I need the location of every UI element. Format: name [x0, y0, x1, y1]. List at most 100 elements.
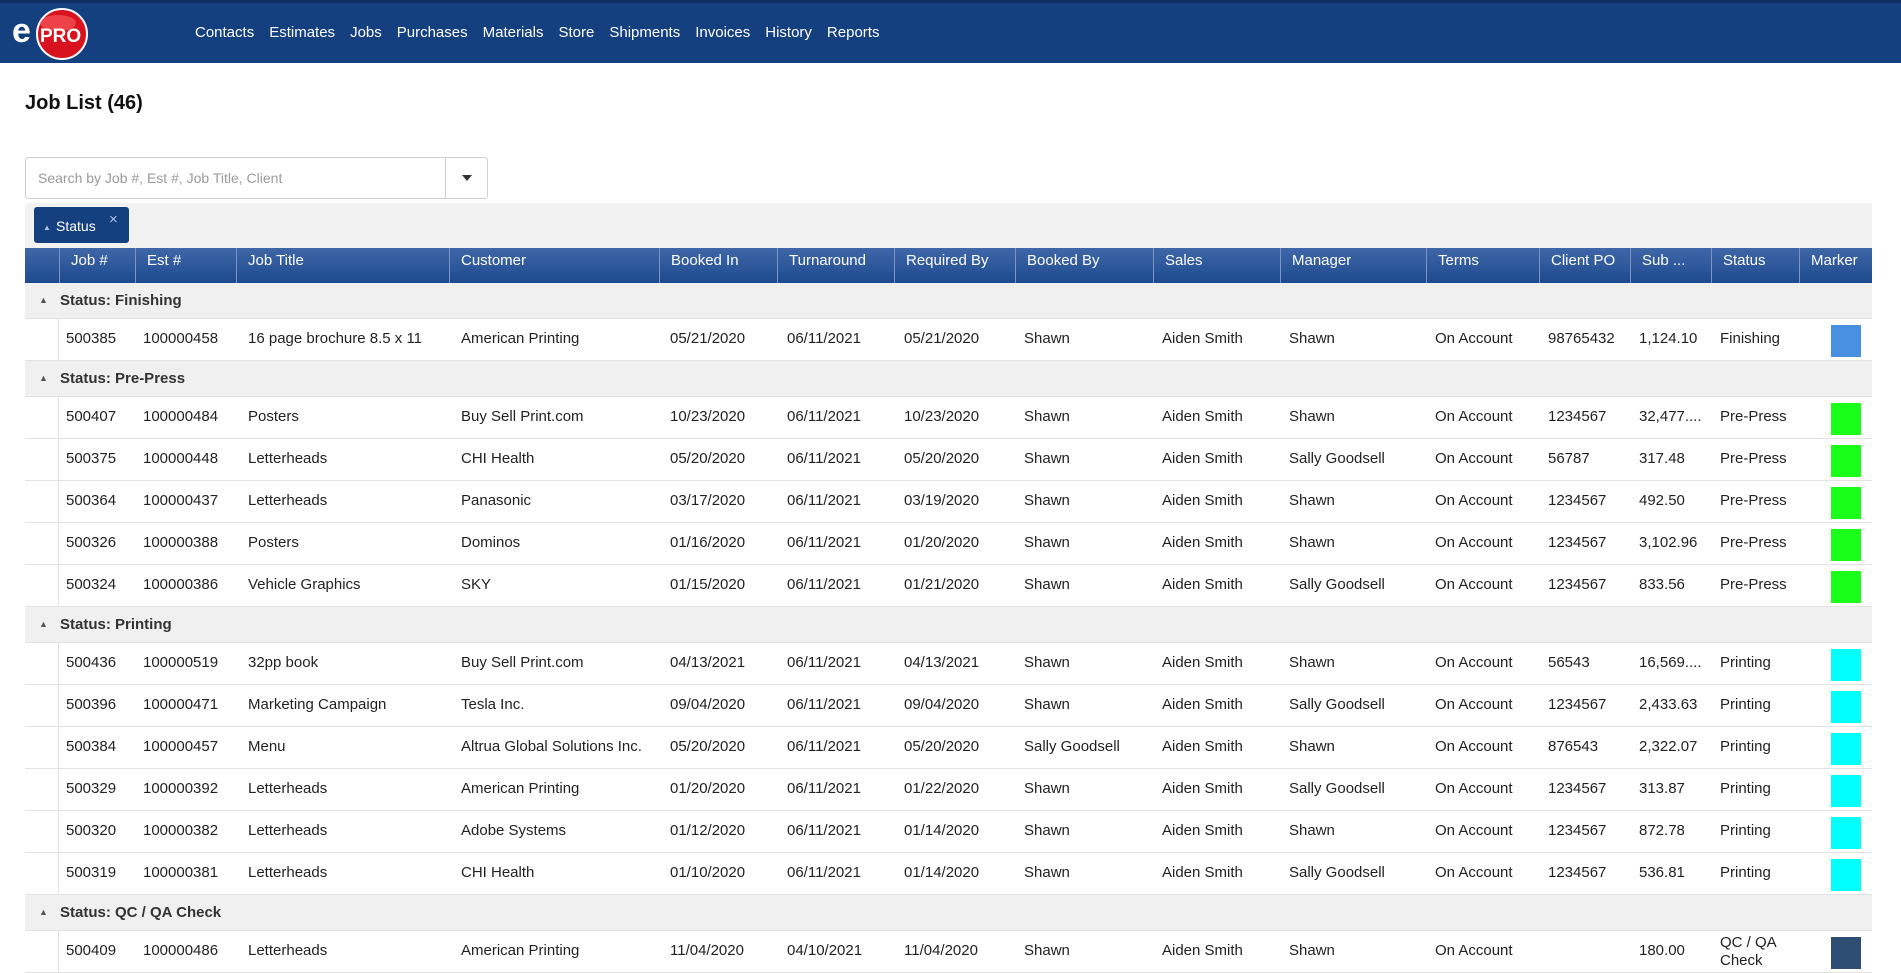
- epro-logo[interactable]: e PRO: [12, 7, 92, 61]
- nav-invoices[interactable]: Invoices: [695, 24, 751, 41]
- cell-sub: 536.81: [1639, 864, 1685, 881]
- cell-turnaround: 06/11/2021: [787, 534, 861, 551]
- cell-required-by: 01/14/2020: [904, 822, 980, 839]
- table-row[interactable]: 500384 100000457 Menu Altrua Global Solutio…: [25, 727, 1872, 769]
- column-header-est[interactable]: Est #: [135, 248, 236, 283]
- cell-est: 100000458: [143, 330, 219, 347]
- group-label: Status: QC / QA Check: [60, 904, 222, 921]
- cell-manager: Shawn: [1289, 822, 1335, 839]
- cell-booked-in: 05/21/2020: [670, 330, 746, 347]
- nav-reports[interactable]: Reports: [826, 24, 880, 41]
- table-row[interactable]: 500409 100000486 Letterheads American Print…: [25, 931, 1872, 973]
- grid-body: ▲ Status: Finishing 500385 100000458 16 page…: [25, 283, 1872, 973]
- table-row[interactable]: 500324 100000386 Vehicle Graphics SKY 01/15/…: [25, 565, 1872, 607]
- group-chip-status[interactable]: ▲ Status ×: [34, 207, 129, 243]
- table-row[interactable]: 500320 100000382 Letterheads Adobe Systems 0…: [25, 811, 1872, 853]
- nav-shipments[interactable]: Shipments: [609, 24, 681, 41]
- sort-asc-icon[interactable]: ▲: [43, 223, 51, 232]
- column-header-sales[interactable]: Sales: [1153, 248, 1280, 283]
- table-row[interactable]: 500319 100000381 Letterheads CHI Health 01/1…: [25, 853, 1872, 895]
- nav-store[interactable]: Store: [558, 24, 595, 41]
- cell-terms: On Account: [1435, 408, 1513, 425]
- cell-status: Pre-Press: [1720, 492, 1787, 509]
- cell-customer: Adobe Systems: [461, 822, 567, 839]
- nav-materials[interactable]: Materials: [482, 24, 544, 41]
- cell-sub: 833.56: [1639, 576, 1685, 593]
- column-header-customer[interactable]: Customer: [449, 248, 659, 283]
- cell-booked-by: Sally Goodsell: [1024, 738, 1120, 755]
- cell-manager: Sally Goodsell: [1289, 780, 1385, 797]
- column-header-sub[interactable]: Sub ...: [1630, 248, 1711, 283]
- cell-required-by: 01/20/2020: [904, 534, 980, 551]
- cell-turnaround: 06/11/2021: [787, 780, 861, 797]
- table-row[interactable]: 500436 100000519 32pp book Buy Sell Print.c…: [25, 643, 1872, 685]
- collapse-triangle-icon[interactable]: ▲: [39, 619, 48, 629]
- table-row[interactable]: 500407 100000484 Posters Buy Sell Print.com…: [25, 397, 1872, 439]
- cell-sub: 317.48: [1639, 450, 1685, 467]
- cell-title: Menu: [248, 738, 286, 755]
- collapse-triangle-icon[interactable]: ▲: [39, 295, 48, 305]
- column-header-manager[interactable]: Manager: [1280, 248, 1426, 283]
- nav-purchases[interactable]: Purchases: [396, 24, 468, 41]
- column-header-job[interactable]: Job #: [59, 248, 135, 283]
- nav-jobs[interactable]: Jobs: [350, 24, 382, 41]
- cell-manager: Sally Goodsell: [1289, 450, 1385, 467]
- cell-booked-in: 09/04/2020: [670, 696, 746, 713]
- group-row[interactable]: ▲ Status: QC / QA Check: [25, 895, 1872, 931]
- cell-title: Posters: [248, 408, 299, 425]
- cell-terms: On Account: [1435, 780, 1513, 797]
- cell-turnaround: 06/11/2021: [787, 408, 861, 425]
- search-dropdown-button[interactable]: [445, 158, 487, 198]
- cell-title: Marketing Campaign: [248, 696, 387, 713]
- cell-job: 500364: [66, 492, 117, 509]
- cell-turnaround: 06/11/2021: [787, 450, 861, 467]
- column-header-booked-by[interactable]: Booked By: [1015, 248, 1153, 283]
- table-row[interactable]: 500364 100000437 Letterheads Panasonic 03/17…: [25, 481, 1872, 523]
- cell-est: 100000386: [143, 576, 219, 593]
- column-header-required-by[interactable]: Required By: [894, 248, 1015, 283]
- table-row[interactable]: 500329 100000392 Letterheads American Print…: [25, 769, 1872, 811]
- column-header-marker[interactable]: Marker: [1799, 248, 1872, 283]
- chevron-down-icon: [461, 175, 472, 181]
- table-row[interactable]: 500326 100000388 Posters Dominos 01/16/2020 0…: [25, 523, 1872, 565]
- cell-status: Pre-Press: [1720, 576, 1787, 593]
- cell-terms: On Account: [1435, 942, 1513, 959]
- table-row[interactable]: 500396 100000471 Marketing Campaign Tesla I…: [25, 685, 1872, 727]
- column-header-client-po[interactable]: Client PO: [1539, 248, 1630, 283]
- cell-booked-by: Shawn: [1024, 534, 1070, 551]
- cell-manager: Shawn: [1289, 492, 1335, 509]
- collapse-triangle-icon[interactable]: ▲: [39, 373, 48, 383]
- status-marker-swatch: [1831, 445, 1861, 477]
- row-indent-cell: [25, 481, 59, 523]
- table-row[interactable]: 500375 100000448 Letterheads CHI Health 05/2…: [25, 439, 1872, 481]
- cell-turnaround: 06/11/2021: [787, 492, 861, 509]
- cell-client-po: 876543: [1548, 738, 1599, 755]
- nav-history[interactable]: History: [765, 24, 812, 41]
- cell-title: Letterheads: [248, 822, 328, 839]
- cell-terms: On Account: [1435, 492, 1513, 509]
- cell-sales: Aiden Smith: [1162, 696, 1243, 713]
- cell-manager: Sally Goodsell: [1289, 576, 1385, 593]
- cell-booked-in: 03/17/2020: [670, 492, 746, 509]
- table-row[interactable]: 500385 100000458 16 page brochure 8.5 x 11…: [25, 319, 1872, 361]
- column-header-turnaround[interactable]: Turnaround: [777, 248, 894, 283]
- cell-sub: 872.78: [1639, 822, 1685, 839]
- group-row[interactable]: ▲ Status: Printing: [25, 607, 1872, 643]
- nav-contacts[interactable]: Contacts: [195, 24, 255, 41]
- cell-customer: Tesla Inc.: [461, 696, 525, 713]
- column-header-terms[interactable]: Terms: [1426, 248, 1539, 283]
- column-header-status[interactable]: Status: [1711, 248, 1799, 283]
- cell-booked-by: Shawn: [1024, 696, 1070, 713]
- column-header-booked-in[interactable]: Booked In: [659, 248, 777, 283]
- row-indent-cell: [25, 769, 59, 811]
- cell-customer: American Printing: [461, 942, 580, 959]
- close-icon[interactable]: ×: [109, 211, 118, 228]
- collapse-triangle-icon[interactable]: ▲: [39, 907, 48, 917]
- cell-est: 100000486: [143, 942, 219, 959]
- group-row[interactable]: ▲ Status: Pre-Press: [25, 361, 1872, 397]
- search-input[interactable]: [26, 158, 447, 198]
- column-header-job-title[interactable]: Job Title: [236, 248, 449, 283]
- nav-estimates[interactable]: Estimates: [269, 24, 336, 41]
- row-indent-cell: [25, 319, 59, 361]
- group-row[interactable]: ▲ Status: Finishing: [25, 283, 1872, 319]
